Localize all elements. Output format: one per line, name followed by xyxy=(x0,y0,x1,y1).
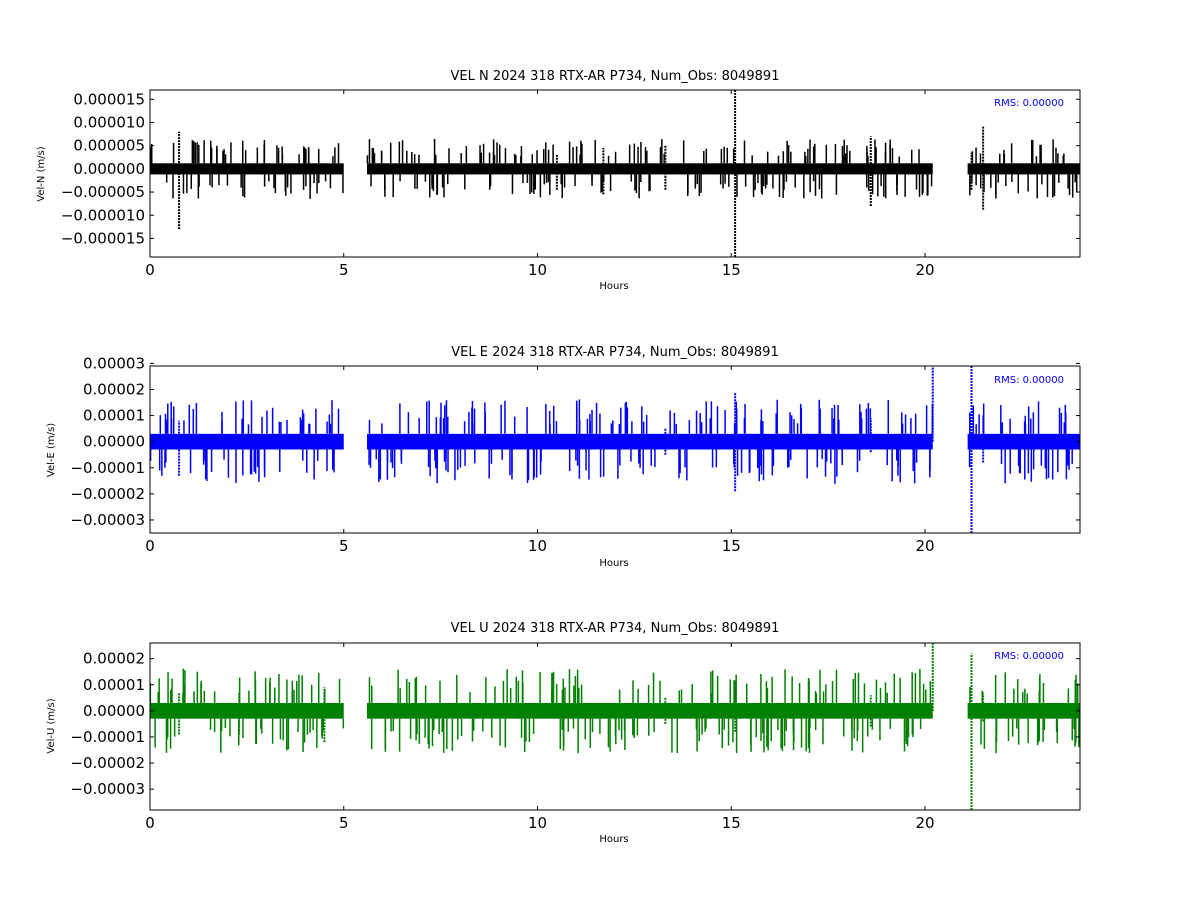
vel-e-xtick-label: 5 xyxy=(339,537,349,555)
vel-n-rms-label: RMS: 0.00000 xyxy=(994,98,1064,109)
vel-n-ylabel: Vel-N (m/s) xyxy=(36,146,47,201)
vel-u-ytick-label: 0.00001 xyxy=(83,676,145,694)
vel-n-ytick-label: 0.000005 xyxy=(73,137,145,155)
vel-e-ytick-label: −0.00001 xyxy=(70,459,145,477)
vel-e-xtick-label: 10 xyxy=(528,537,547,555)
vel-u-ytick-label: 0.00002 xyxy=(83,650,145,668)
vel-e-title: VEL E 2024 318 RTX-AR P734, Num_Obs: 804… xyxy=(451,345,778,360)
vel-e-ylabel: Vel-E (m/s) xyxy=(46,423,57,477)
vel-u-ytick-label: 0.00000 xyxy=(83,702,145,720)
vel-n-plot-area xyxy=(150,90,1080,257)
vel-u-title: VEL U 2024 318 RTX-AR P734, Num_Obs: 804… xyxy=(451,621,780,636)
vel-u-data-band xyxy=(967,703,1080,719)
vel-u-data-band xyxy=(150,703,344,719)
vel-u-axes-frame xyxy=(149,642,1081,811)
vel-n-ytick-label: 0.000000 xyxy=(73,160,145,178)
vel-n-ytick-label: −0.000010 xyxy=(61,206,145,224)
vel-u-xtick-label: 20 xyxy=(915,814,934,832)
vel-u-ytick-label: −0.00002 xyxy=(70,754,145,772)
vel-n-xlabel: Hours xyxy=(599,281,628,292)
vel-e-panel: VEL E 2024 318 RTX-AR P734, Num_Obs: 804… xyxy=(46,345,1081,569)
vel-e-data-band xyxy=(367,433,933,450)
vel-e-ytick-label: 0.00000 xyxy=(83,433,145,451)
vel-n-data-band xyxy=(150,163,344,175)
vel-e-ytick-label: −0.00003 xyxy=(70,511,145,529)
vel-e-ytick-label: 0.00003 xyxy=(83,354,145,372)
vel-n-ytick-label: −0.000005 xyxy=(61,183,145,201)
vel-e-xlabel: Hours xyxy=(599,558,628,569)
vel-n-xtick-label: 10 xyxy=(528,261,547,279)
vel-e-xtick-label: 20 xyxy=(915,537,934,555)
vel-u-rms-label: RMS: 0.00000 xyxy=(994,651,1064,662)
vel-n-ytick-label: −0.000015 xyxy=(61,229,145,247)
vel-e-xtick-label: 0 xyxy=(145,537,155,555)
vel-u-ytick-label: −0.00003 xyxy=(70,780,145,798)
vel-n-axes-frame xyxy=(149,89,1081,258)
vel-u-panel: VEL U 2024 318 RTX-AR P734, Num_Obs: 804… xyxy=(46,621,1081,845)
vel-n-xtick-label: 0 xyxy=(145,261,155,279)
vel-e-ytick-label: −0.00002 xyxy=(70,485,145,503)
vel-e-plot-area xyxy=(150,366,1080,533)
vel-u-plot-area xyxy=(150,643,1080,810)
vel-n-panel: VEL N 2024 318 RTX-AR P734, Num_Obs: 804… xyxy=(36,69,1081,292)
vel-n-data-band xyxy=(967,163,1080,175)
vel-n-xtick-label: 20 xyxy=(915,261,934,279)
vel-e-ytick-label: 0.00001 xyxy=(83,407,145,425)
vel-e-xtick-label: 15 xyxy=(722,537,741,555)
vel-u-xtick-label: 5 xyxy=(339,814,349,832)
vel-e-data-band xyxy=(150,433,344,450)
vel-u-xtick-label: 15 xyxy=(722,814,741,832)
vel-e-ytick-label: 0.00002 xyxy=(83,380,145,398)
vel-e-axes-frame xyxy=(149,365,1081,534)
vel-e-data-band xyxy=(967,433,1080,450)
vel-u-ylabel: Vel-U (m/s) xyxy=(46,698,57,753)
vel-n-data-band xyxy=(367,163,933,175)
vel-u-xlabel: Hours xyxy=(599,834,628,845)
vel-u-xtick-label: 10 xyxy=(528,814,547,832)
vel-e-rms-label: RMS: 0.00000 xyxy=(994,375,1064,386)
vel-n-xtick-label: 5 xyxy=(339,261,349,279)
vel-n-ytick-label: 0.000010 xyxy=(73,113,145,131)
vel-n-ytick-label: 0.000015 xyxy=(73,90,145,108)
vel-n-title: VEL N 2024 318 RTX-AR P734, Num_Obs: 804… xyxy=(451,69,780,84)
vel-u-ytick-label: −0.00001 xyxy=(70,728,145,746)
vel-u-data-band xyxy=(367,703,933,719)
vel-n-xtick-label: 15 xyxy=(722,261,741,279)
vel-u-xtick-label: 0 xyxy=(145,814,155,832)
